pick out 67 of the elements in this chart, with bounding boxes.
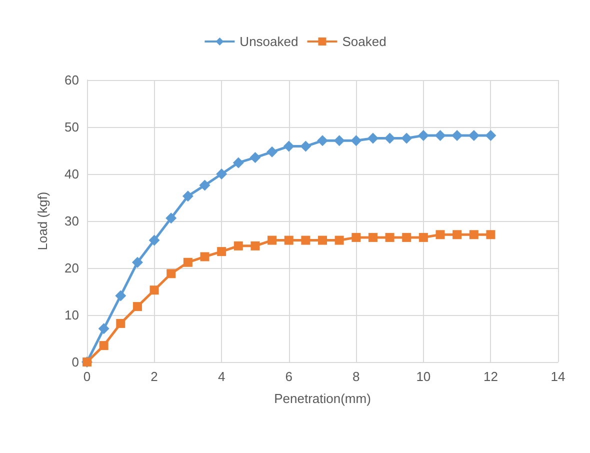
point xyxy=(150,286,159,295)
point xyxy=(469,230,478,240)
point xyxy=(98,323,110,334)
point xyxy=(283,140,294,152)
point xyxy=(250,152,261,164)
point xyxy=(352,232,361,242)
point xyxy=(334,236,344,245)
y-tick-label: 50 xyxy=(64,120,79,134)
x-tick-label: 0 xyxy=(83,369,91,384)
point xyxy=(402,232,412,242)
point xyxy=(132,302,142,312)
point xyxy=(368,232,378,242)
point xyxy=(250,241,260,250)
point xyxy=(384,132,396,144)
point xyxy=(266,146,278,158)
point xyxy=(115,290,126,302)
point xyxy=(318,236,327,245)
point xyxy=(385,232,394,242)
y-tick-label: 40 xyxy=(64,166,79,182)
point xyxy=(284,236,294,245)
x-tick-label: 6 xyxy=(285,369,292,384)
point xyxy=(183,258,192,267)
point xyxy=(232,157,244,168)
point xyxy=(486,230,496,240)
point xyxy=(317,135,328,146)
point xyxy=(418,130,429,141)
y-tick-label: 60 xyxy=(64,72,79,88)
point xyxy=(116,318,126,328)
point xyxy=(216,168,228,180)
x-axis-title: Penetration(mm) xyxy=(274,391,371,406)
x-tick-label: 2 xyxy=(150,369,158,384)
point xyxy=(401,132,412,144)
point xyxy=(301,236,310,245)
x-tick-label: 4 xyxy=(218,369,226,384)
point xyxy=(217,247,226,256)
point xyxy=(234,241,243,250)
point xyxy=(166,269,176,278)
y-tick-label: 10 xyxy=(64,308,79,322)
y-tick-label: 0 xyxy=(72,354,79,370)
point xyxy=(300,140,312,152)
x-tick-label: 14 xyxy=(550,369,566,384)
legend-label: Soaked xyxy=(342,34,386,49)
point xyxy=(485,130,496,141)
point xyxy=(468,130,480,141)
point xyxy=(434,130,446,141)
point xyxy=(452,130,463,141)
x-tick-label: 12 xyxy=(483,369,498,384)
point xyxy=(436,230,445,240)
point xyxy=(182,190,194,202)
point xyxy=(418,232,428,242)
point xyxy=(350,135,362,146)
point xyxy=(268,236,277,245)
point xyxy=(166,212,177,224)
point xyxy=(99,341,108,350)
y-tick-label: 30 xyxy=(64,214,79,228)
x-tick-label: 10 xyxy=(416,369,431,384)
y-tick-label: 20 xyxy=(64,260,79,276)
point xyxy=(200,252,210,262)
point xyxy=(132,256,143,268)
point xyxy=(334,135,345,146)
point xyxy=(452,230,462,240)
point xyxy=(199,180,210,191)
point xyxy=(148,234,160,246)
legend-label: Unsoaked xyxy=(240,34,298,49)
point xyxy=(367,132,378,144)
y-axis-title: Load (kgf) xyxy=(35,192,50,250)
x-tick-label: 8 xyxy=(352,369,360,384)
